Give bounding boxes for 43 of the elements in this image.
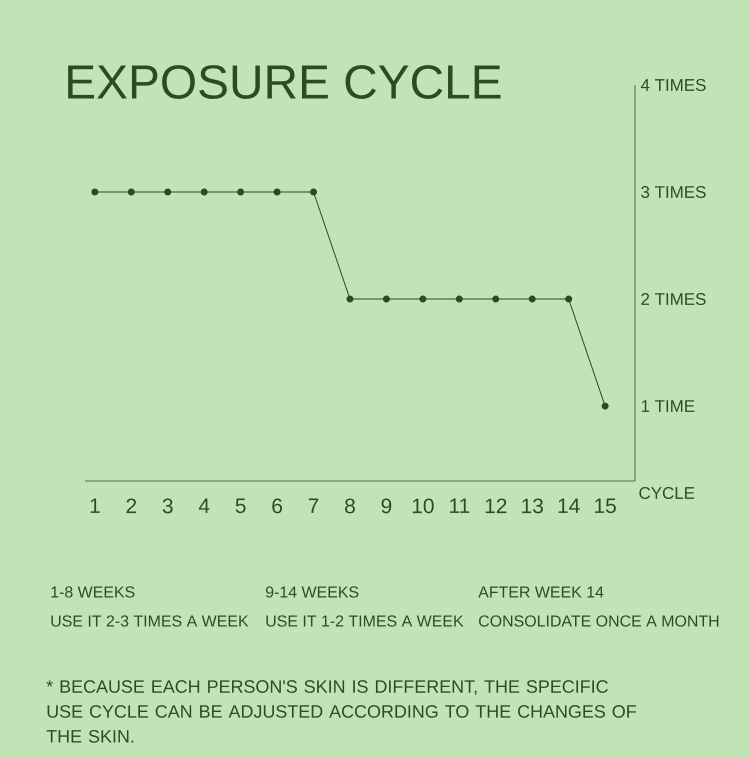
point bbox=[382, 296, 390, 303]
x-tick-label: 13 bbox=[522, 498, 543, 514]
point bbox=[602, 402, 609, 410]
point bbox=[565, 296, 572, 303]
text: 1-8 WEEKS bbox=[51, 586, 134, 598]
x-tick-label: 8 bbox=[345, 498, 355, 514]
text: USE IT 2-3 TIMES A WEEK bbox=[51, 615, 248, 627]
chart-title: EXPOSURE CYCLE bbox=[68, 65, 501, 99]
y-tick-label: 1 TIME bbox=[642, 400, 694, 412]
x-tick-label: 11 bbox=[450, 498, 470, 513]
point bbox=[492, 296, 500, 303]
text: * BECAUSE EACH PERSON'S SKIN IS DIFFERENT, THE SPECIFIC USE CYCLE CAN BE ADJUSTED ACCORDING TO THE CHANGES OF THE SKIN. bbox=[46, 680, 636, 743]
y-tick-label: 2 TIMES bbox=[641, 293, 706, 306]
y-tick-label: 4 TIMES bbox=[640, 78, 706, 91]
x-tick-label: 15 bbox=[595, 498, 616, 514]
point bbox=[200, 188, 208, 196]
point bbox=[237, 188, 244, 196]
y-tick-label: 3 TIMES bbox=[641, 186, 706, 198]
x-tick-label: 12 bbox=[486, 498, 506, 514]
x-tick-label: 9 bbox=[382, 498, 392, 514]
x-tick-label: 6 bbox=[272, 498, 282, 514]
x-tick-label: 10 bbox=[412, 498, 434, 514]
text: 9-14 WEEKS bbox=[266, 586, 358, 598]
point bbox=[128, 188, 135, 196]
point bbox=[456, 296, 463, 303]
x-tick-label: 14 bbox=[558, 498, 580, 513]
x-tick-label: 2 bbox=[126, 498, 136, 514]
text: CONSOLIDATE ONCE A MONTH bbox=[479, 615, 718, 627]
text: USE IT 1-2 TIMES A WEEK bbox=[266, 615, 464, 627]
x-axis-title: CYCLE bbox=[639, 486, 694, 499]
point bbox=[310, 188, 318, 196]
x-tick-label: 3 bbox=[162, 498, 173, 514]
point bbox=[91, 188, 98, 196]
point bbox=[528, 296, 536, 303]
x-tick-label: 1 bbox=[90, 498, 100, 513]
point bbox=[419, 296, 426, 303]
x-tick-label: 4 bbox=[198, 498, 210, 513]
point bbox=[274, 188, 281, 196]
point bbox=[164, 188, 172, 196]
point bbox=[346, 296, 354, 303]
x-tick-label: 7 bbox=[308, 498, 318, 513]
x-tick-label: 5 bbox=[236, 498, 246, 514]
text: AFTER WEEK 14 bbox=[478, 586, 604, 598]
